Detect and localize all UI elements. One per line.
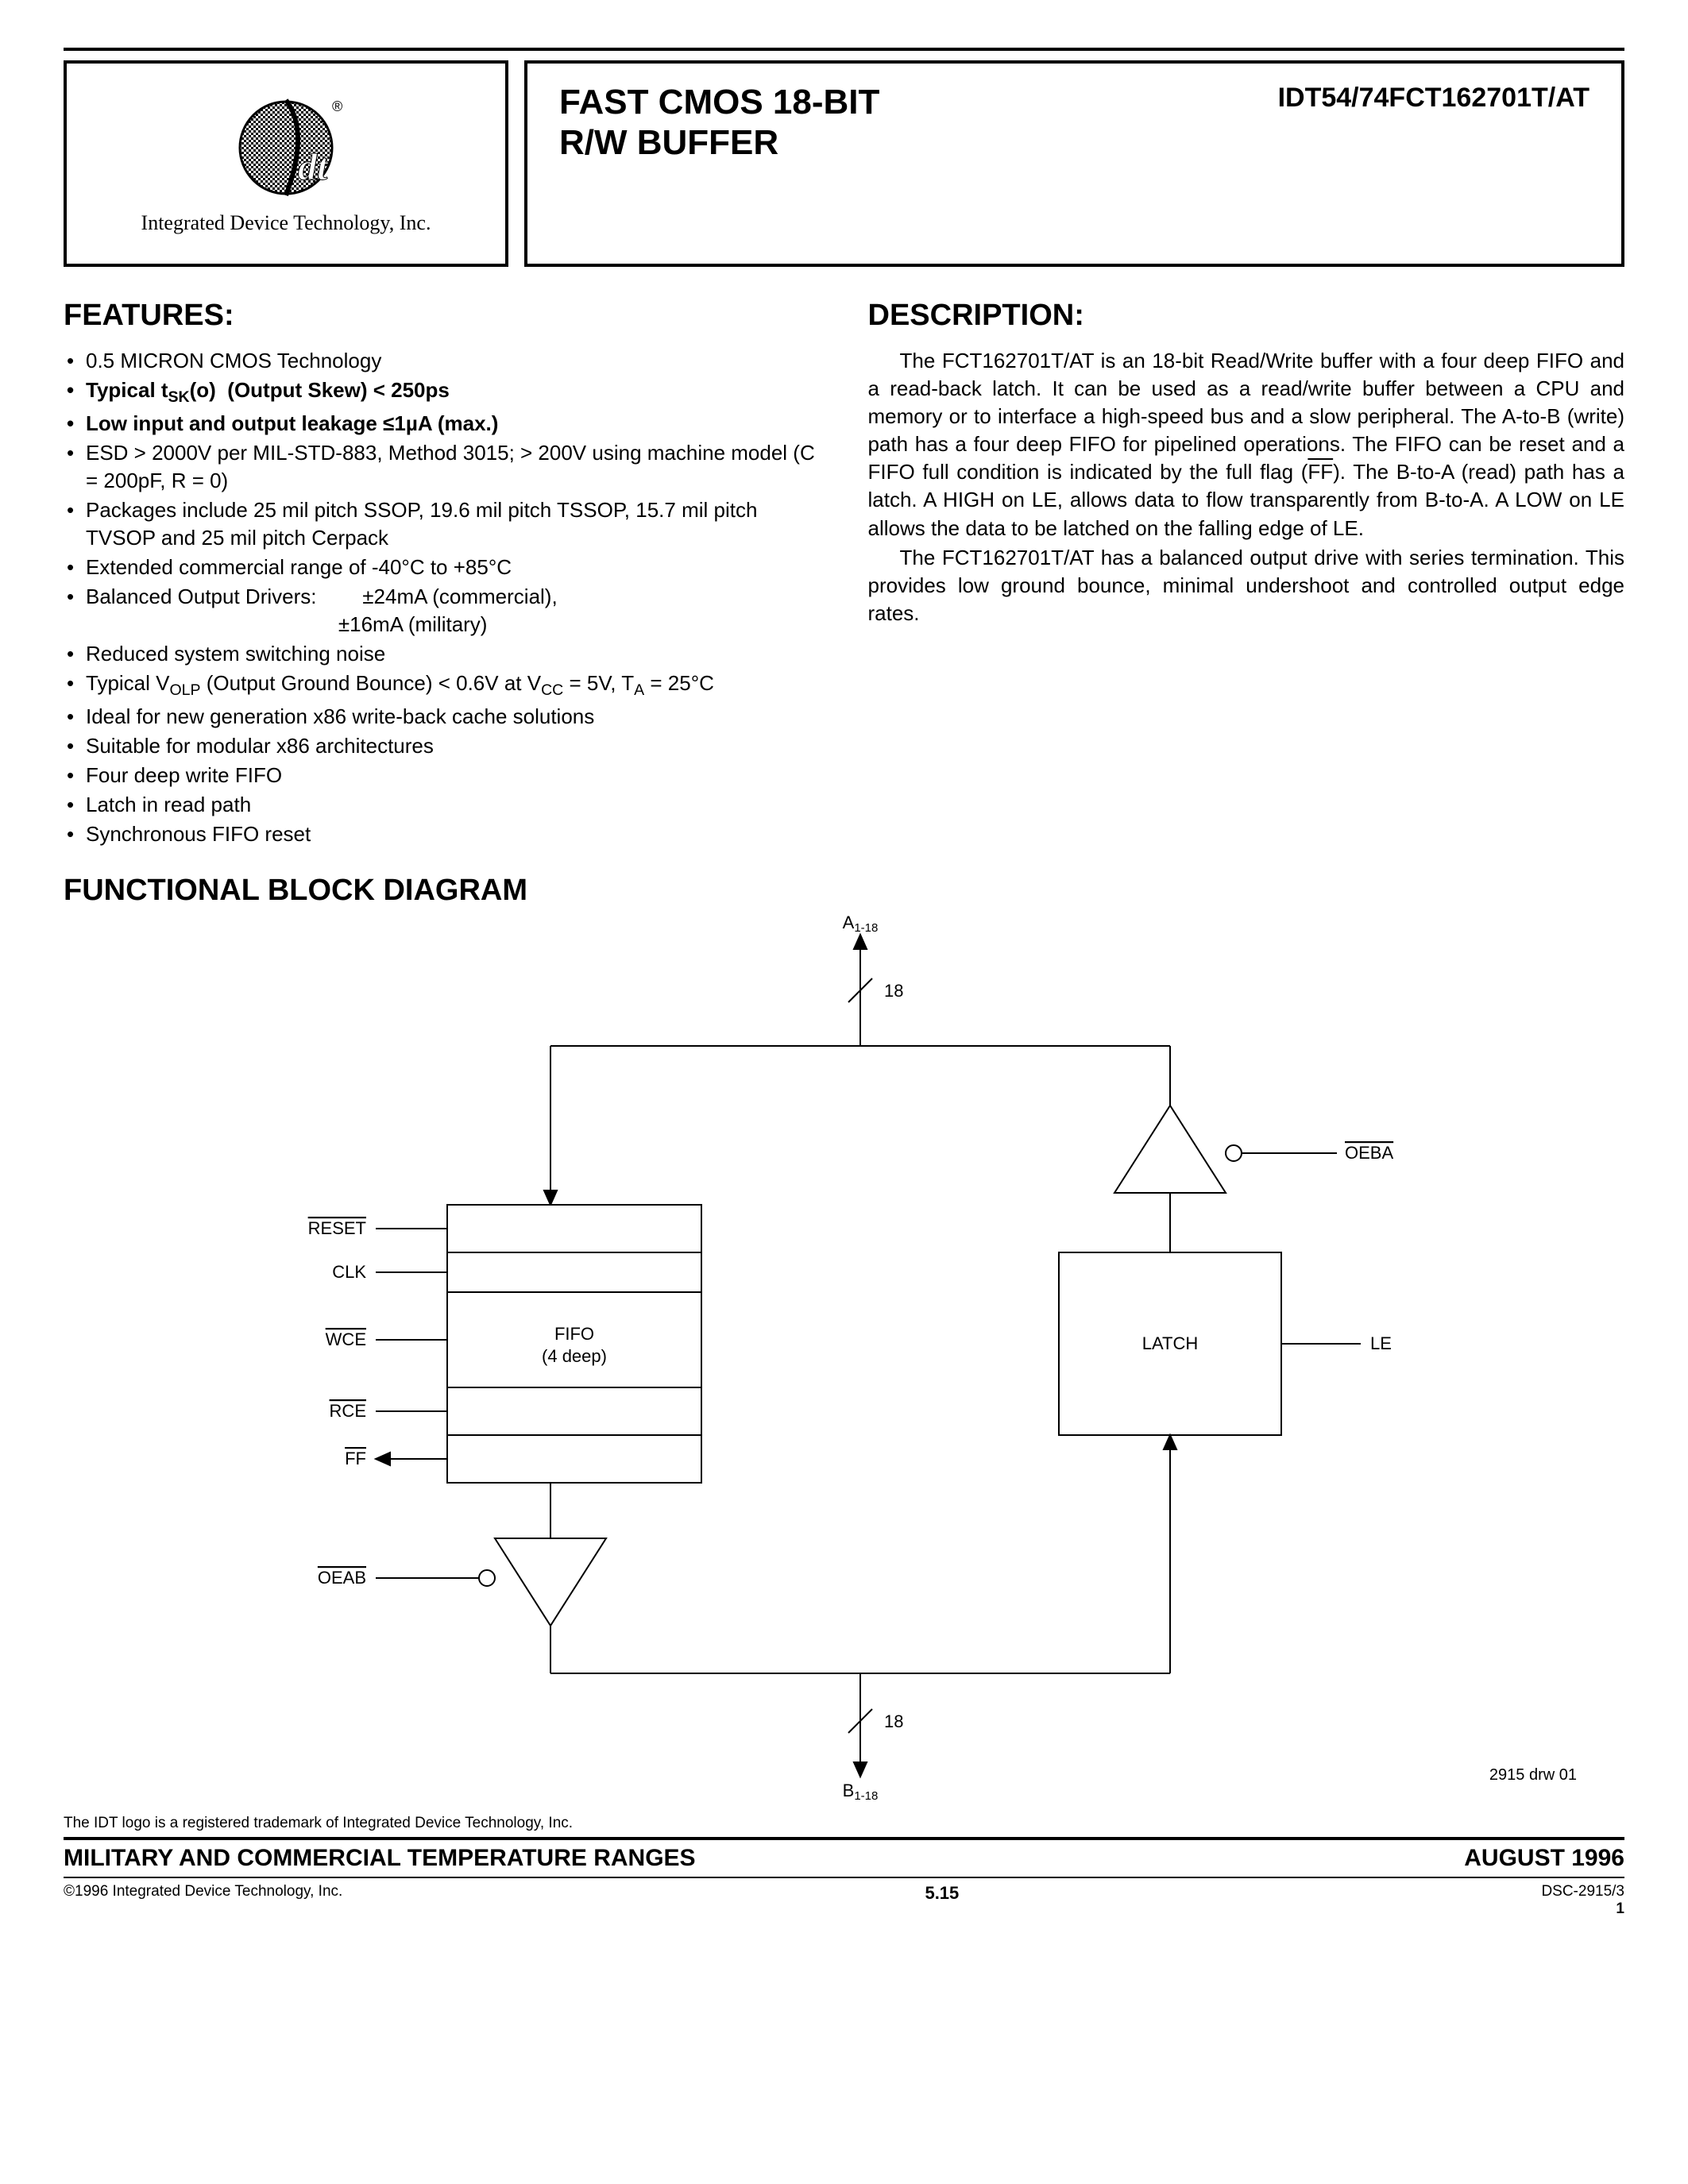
svg-text:18: 18	[884, 1711, 903, 1731]
features-list: 0.5 MICRON CMOS Technology Typical tSK(o…	[64, 347, 821, 848]
feature-item: Synchronous FIFO reset	[64, 820, 821, 848]
svg-text:WCE: WCE	[325, 1329, 365, 1349]
feature-item: Packages include 25 mil pitch SSOP, 19.6…	[64, 496, 821, 552]
part-number: IDT54/74FCT162701T/AT	[1278, 83, 1590, 114]
feature-item: Reduced system switching noise	[64, 640, 821, 668]
product-title: FAST CMOS 18-BIT R/W BUFFER	[559, 83, 879, 163]
feature-item: Four deep write FIFO	[64, 762, 821, 789]
svg-text:B1-18: B1-18	[842, 1781, 878, 1800]
page: dt ® Integrated Device Technology, Inc. …	[64, 48, 1624, 1918]
description-p1: The FCT162701T/AT is an 18-bit Read/Writ…	[868, 347, 1625, 542]
idt-logo-icon: dt ®	[222, 92, 350, 203]
svg-text:LATCH: LATCH	[1141, 1333, 1198, 1353]
svg-text:18: 18	[884, 981, 903, 1001]
footer-row2: ©1996 Integrated Device Technology, Inc.…	[64, 1878, 1624, 1918]
description-column: DESCRIPTION: The FCT162701T/AT is an 18-…	[868, 299, 1625, 850]
title-line1: FAST CMOS 18-BIT	[559, 83, 879, 123]
description-body: The FCT162701T/AT is an 18-bit Read/Writ…	[868, 347, 1625, 627]
svg-text:OEAB: OEAB	[317, 1568, 365, 1588]
feature-item: Typical VOLP (Output Ground Bounce) < 0.…	[64, 669, 821, 701]
svg-text:RESET: RESET	[307, 1218, 365, 1238]
feature-item: Latch in read path	[64, 791, 821, 819]
svg-text:A1-18: A1-18	[842, 913, 878, 935]
footer-section: 5.15	[925, 1883, 959, 1918]
header-row: dt ® Integrated Device Technology, Inc. …	[64, 60, 1624, 267]
title-line2: R/W BUFFER	[559, 123, 879, 164]
feature-item: 0.5 MICRON CMOS Technology	[64, 347, 821, 375]
feature-item: Suitable for modular x86 architectures	[64, 732, 821, 760]
svg-text:dt: dt	[298, 146, 329, 188]
svg-text:®: ®	[332, 98, 342, 114]
features-heading: FEATURES:	[64, 299, 821, 333]
footer-ranges: MILITARY AND COMMERCIAL TEMPERATURE RANG…	[64, 1845, 696, 1872]
block-diagram-heading: FUNCTIONAL BLOCK DIAGRAM	[64, 874, 1624, 908]
svg-text:FIFO: FIFO	[554, 1324, 593, 1344]
feature-item: ESD > 2000V per MIL-STD-883, Method 3015…	[64, 439, 821, 495]
block-diagram: A1-18 18 OEBA	[64, 911, 1624, 1800]
diagram-credit: 2915 drw 01	[1489, 1766, 1577, 1785]
description-heading: DESCRIPTION:	[868, 299, 1625, 333]
svg-text:(4 deep): (4 deep)	[542, 1346, 607, 1366]
description-p2: The FCT162701T/AT has a balanced output …	[868, 544, 1625, 627]
svg-text:OEBA: OEBA	[1345, 1143, 1393, 1163]
footer-copyright: ©1996 Integrated Device Technology, Inc.	[64, 1883, 342, 1918]
svg-text:LE: LE	[1370, 1333, 1392, 1353]
logo-box: dt ® Integrated Device Technology, Inc.	[64, 60, 508, 267]
content-row: FEATURES: 0.5 MICRON CMOS Technology Typ…	[64, 299, 1624, 850]
feature-item: Typical tSK(o) (Output Skew) < 250ps	[64, 376, 821, 408]
title-box: FAST CMOS 18-BIT R/W BUFFER IDT54/74FCT1…	[524, 60, 1624, 267]
footer-row1: MILITARY AND COMMERCIAL TEMPERATURE RANG…	[64, 1840, 1624, 1878]
svg-text:CLK: CLK	[332, 1262, 366, 1282]
footer-date: AUGUST 1996	[1464, 1845, 1624, 1872]
block-diagram-svg: A1-18 18 OEBA	[169, 911, 1520, 1800]
feature-item: Low input and output leakage ≤1µA (max.)	[64, 410, 821, 438]
footer-right: DSC-2915/3 1	[1541, 1883, 1624, 1918]
feature-item: Balanced Output Drivers: ±24mA (commerci…	[64, 583, 821, 639]
trademark-note: The IDT logo is a registered trademark o…	[64, 1808, 1624, 1840]
svg-text:RCE: RCE	[329, 1401, 365, 1421]
company-name: Integrated Device Technology, Inc.	[141, 211, 431, 235]
svg-text:FF: FF	[345, 1449, 366, 1468]
feature-item: Ideal for new generation x86 write-back …	[64, 703, 821, 731]
features-column: FEATURES: 0.5 MICRON CMOS Technology Typ…	[64, 299, 821, 850]
feature-item: Extended commercial range of -40°C to +8…	[64, 554, 821, 581]
